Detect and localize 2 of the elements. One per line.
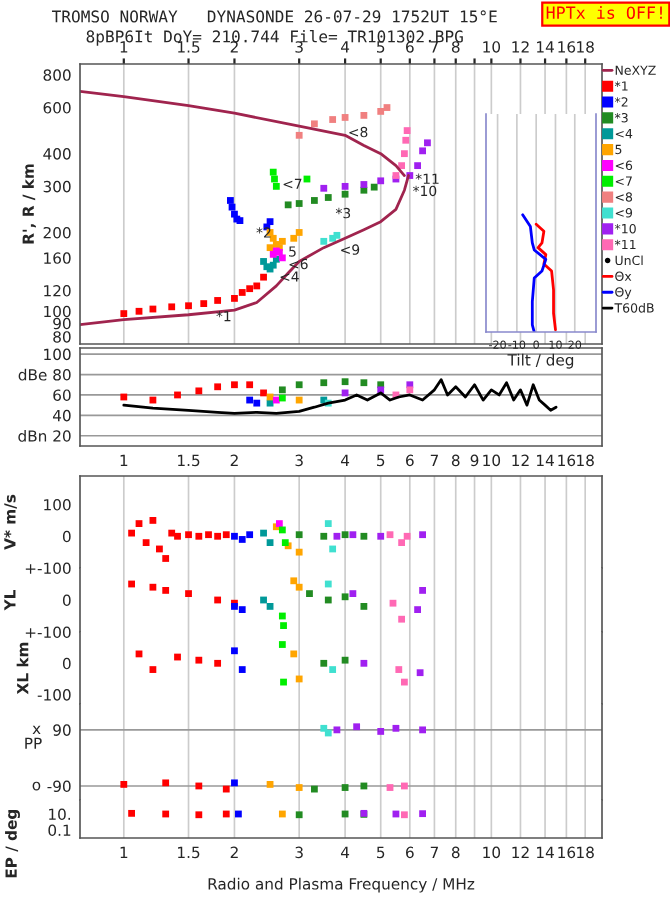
chart-title: TROMSO NORWAY DYNASONDE 26-07-29 1752UT 15°E	[51, 10, 497, 23]
text: HPTx is OFF!	[546, 6, 662, 19]
